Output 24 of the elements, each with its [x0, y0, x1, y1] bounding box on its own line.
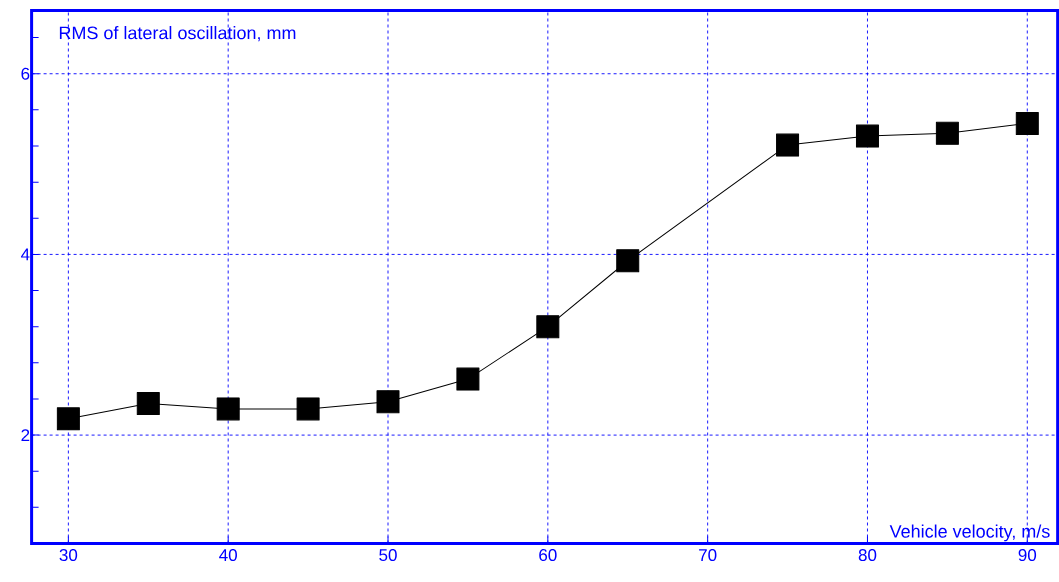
x-tick-label: 90 — [1018, 549, 1037, 562]
x-tick-label: 80 — [858, 549, 877, 562]
point — [616, 249, 640, 273]
point — [296, 397, 320, 421]
x-tick-label: 50 — [379, 549, 397, 562]
y-axis-title: RMS of lateral oscillation, mm — [59, 26, 296, 42]
y-tick-label: 4 — [21, 248, 30, 261]
point — [136, 391, 160, 415]
point — [536, 315, 560, 339]
point — [376, 390, 400, 414]
point — [216, 397, 240, 421]
point — [56, 407, 80, 431]
x-axis-title: Vehicle velocity, m/s — [889, 524, 1050, 542]
x-tick-label: 60 — [539, 549, 557, 562]
y-tick-label: 6 — [21, 67, 30, 80]
y-tick-label: 2 — [21, 429, 30, 442]
point — [456, 367, 480, 391]
point — [855, 124, 879, 148]
x-tick-label: 40 — [219, 549, 237, 562]
x-tick-label: 30 — [59, 549, 78, 562]
point — [935, 121, 959, 145]
x-tick-label: 70 — [699, 549, 717, 562]
point — [776, 133, 800, 157]
point — [1015, 111, 1039, 135]
